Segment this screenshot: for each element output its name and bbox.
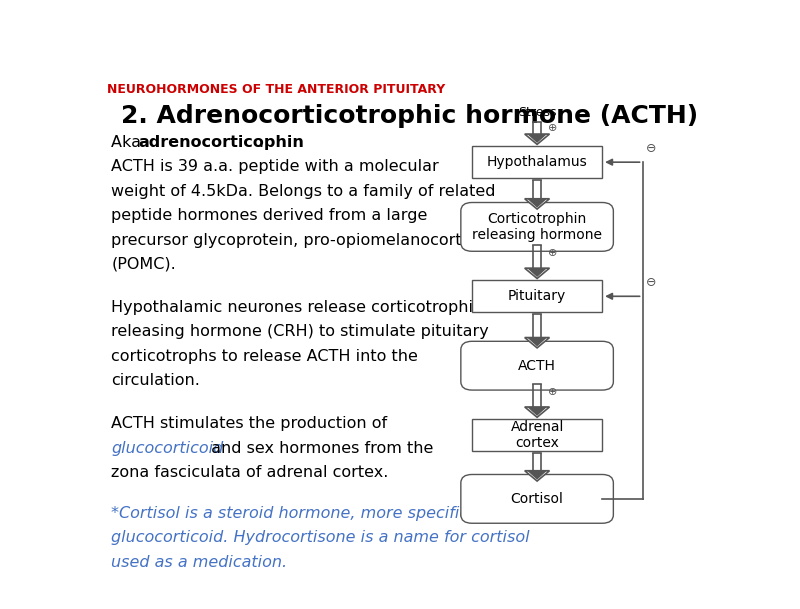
Text: used as a medication.: used as a medication. <box>111 555 287 569</box>
Polygon shape <box>527 471 547 480</box>
Text: Stress: Stress <box>518 105 556 119</box>
Polygon shape <box>525 407 550 417</box>
Text: circulation.: circulation. <box>111 373 200 388</box>
Polygon shape <box>525 268 550 278</box>
Text: ACTH: ACTH <box>518 359 556 373</box>
FancyBboxPatch shape <box>472 419 602 451</box>
Text: peptide hormones derived from a large: peptide hormones derived from a large <box>111 208 427 223</box>
Text: Adrenal
cortex: Adrenal cortex <box>510 420 564 450</box>
Text: *Cortisol is a steroid hormone, more specifically a: *Cortisol is a steroid hormone, more spe… <box>111 506 511 521</box>
FancyBboxPatch shape <box>461 203 614 252</box>
Text: adrenocorticophin: adrenocorticophin <box>138 135 304 150</box>
Text: ACTH stimulates the production of: ACTH stimulates the production of <box>111 417 387 431</box>
Text: and sex hormones from the: and sex hormones from the <box>206 441 434 456</box>
Polygon shape <box>527 407 547 416</box>
Text: ⊕: ⊕ <box>548 124 557 133</box>
Text: glucocorticoid. Hydrocortisone is a name for cortisol: glucocorticoid. Hydrocortisone is a name… <box>111 530 530 545</box>
Text: Aka: Aka <box>111 135 146 150</box>
Text: 2. Adrenocorticotrophic hormone (ACTH): 2. Adrenocorticotrophic hormone (ACTH) <box>122 104 698 127</box>
Text: ⊖: ⊖ <box>646 142 657 155</box>
Text: .: . <box>258 135 263 150</box>
Text: Corticotrophin
releasing hormone: Corticotrophin releasing hormone <box>472 212 602 242</box>
Text: (POMC).: (POMC). <box>111 257 176 272</box>
FancyBboxPatch shape <box>472 280 602 312</box>
Polygon shape <box>527 268 547 277</box>
Polygon shape <box>527 337 547 347</box>
Text: Hypothalamus: Hypothalamus <box>486 155 587 169</box>
FancyBboxPatch shape <box>461 474 614 523</box>
Text: corticotrophs to release ACTH into the: corticotrophs to release ACTH into the <box>111 349 418 364</box>
FancyBboxPatch shape <box>461 341 614 390</box>
Polygon shape <box>525 199 550 209</box>
Text: NEUROHORMONES OF THE ANTERIOR PITUITARY: NEUROHORMONES OF THE ANTERIOR PITUITARY <box>107 83 446 96</box>
Text: Cortisol: Cortisol <box>510 492 563 506</box>
Text: ⊖: ⊖ <box>646 276 657 289</box>
Text: weight of 4.5kDa. Belongs to a family of related: weight of 4.5kDa. Belongs to a family of… <box>111 184 496 199</box>
Text: precursor glycoprotein, pro-opiomelanocortin: precursor glycoprotein, pro-opiomelanoco… <box>111 233 477 247</box>
FancyBboxPatch shape <box>472 146 602 178</box>
Text: Pituitary: Pituitary <box>508 289 566 303</box>
Polygon shape <box>525 471 550 481</box>
Text: releasing hormone (CRH) to stimulate pituitary: releasing hormone (CRH) to stimulate pit… <box>111 325 489 339</box>
Polygon shape <box>527 199 547 208</box>
Text: ACTH is 39 a.a. peptide with a molecular: ACTH is 39 a.a. peptide with a molecular <box>111 160 439 174</box>
Polygon shape <box>525 337 550 348</box>
Text: ⊕: ⊕ <box>548 248 557 258</box>
Text: zona fasciculata of adrenal cortex.: zona fasciculata of adrenal cortex. <box>111 465 389 480</box>
Text: Hypothalamic neurones release corticotrophin: Hypothalamic neurones release corticotro… <box>111 300 483 315</box>
Text: ⊕: ⊕ <box>548 387 557 397</box>
Polygon shape <box>527 134 547 143</box>
Text: glucocorticoid: glucocorticoid <box>111 441 223 456</box>
Polygon shape <box>525 134 550 144</box>
